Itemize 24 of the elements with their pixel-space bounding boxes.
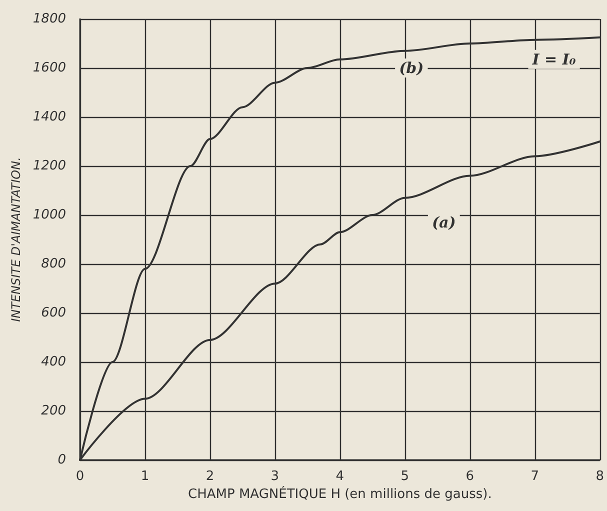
annotation: I = I₀ <box>531 50 576 68</box>
y-tick-label: 1200 <box>32 158 66 174</box>
annotation: (a) <box>432 213 456 232</box>
x-tick-label: 3 <box>270 469 280 484</box>
y-tick-label: 0 <box>58 452 66 468</box>
x-tick-label: 0 <box>76 469 84 484</box>
y-tick-label: 600 <box>41 306 66 320</box>
x-tick-label: 7 <box>530 469 540 484</box>
x-tick-label: 8 <box>596 469 604 484</box>
x-tick-label: 5 <box>400 469 410 484</box>
y-tick-label: 1600 <box>32 60 66 76</box>
y-tick-label: 1400 <box>32 110 66 124</box>
annotation: (b) <box>399 59 424 77</box>
y-tick-label: 200 <box>41 404 66 418</box>
y-tick-label: 1000 <box>32 208 66 222</box>
x-tick-label: 6 <box>466 469 474 484</box>
y-tick-label: 1800 <box>32 12 66 26</box>
x-tick-label: 1 <box>140 469 150 484</box>
x-axis-title: CHAMP MAGNÉTIQUE H (en millions de gauss). <box>188 485 492 502</box>
y-axis-title: INTENSITE D'AIMANTATION. <box>9 157 24 322</box>
y-tick-label: 800 <box>41 256 66 272</box>
x-tick-label: 2 <box>206 469 214 484</box>
x-tick-label: 4 <box>336 469 344 484</box>
y-tick-label: 400 <box>41 354 66 370</box>
